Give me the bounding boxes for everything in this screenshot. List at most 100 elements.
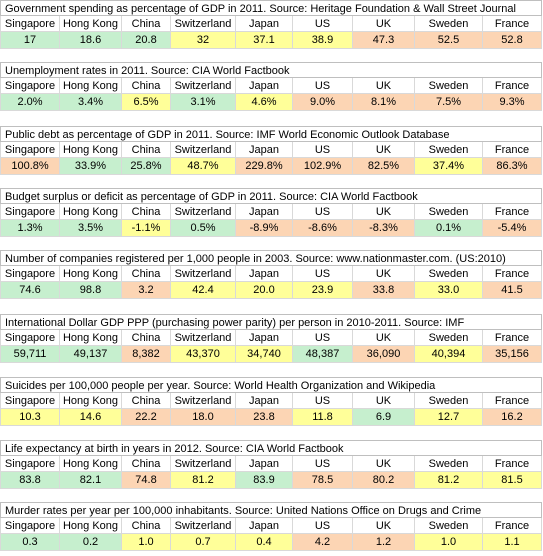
column-header: France <box>483 518 542 534</box>
column-header: Hong Kong <box>60 330 122 346</box>
table-title: Budget surplus or deficit as percentage … <box>0 188 542 204</box>
value-cell: 0.1% <box>415 220 483 237</box>
value-cell: 1.1 <box>483 534 542 551</box>
value-row: 0.3 0.2 1.0 0.7 0.4 4.2 1.2 1.0 1.1 <box>0 534 542 551</box>
header-row: Singapore Hong Kong China Switzerland Japan U… <box>0 142 542 158</box>
metric-table: Life expectancy at birth in years in 201… <box>0 440 542 489</box>
column-header: Sweden <box>415 456 483 472</box>
value-cell: 1.0 <box>122 534 171 551</box>
value-cell: 82.1 <box>60 472 122 489</box>
value-cell: 4.2 <box>293 534 353 551</box>
value-cell: 0.4 <box>236 534 293 551</box>
column-header: Singapore <box>0 142 60 158</box>
value-cell: 8,382 <box>122 346 171 363</box>
column-header: Singapore <box>0 16 60 32</box>
value-cell: 52.8 <box>483 32 542 49</box>
column-header: US <box>293 330 353 346</box>
value-cell: 25.8% <box>122 158 171 175</box>
column-header: Japan <box>236 330 293 346</box>
value-row: 83.8 82.1 74.8 81.2 83.9 78.5 80.2 81.2 81.5 <box>0 472 542 489</box>
column-header: Singapore <box>0 78 60 94</box>
value-cell: -8.3% <box>353 220 415 237</box>
value-cell: 20.8 <box>122 32 171 49</box>
value-cell: 7.5% <box>415 94 483 111</box>
value-cell: 81.5 <box>483 472 542 489</box>
value-row: 10.3 14.6 22.2 18.0 23.8 11.8 6.9 12.7 16.2 <box>0 409 542 426</box>
value-cell: 40,394 <box>415 346 483 363</box>
column-header: France <box>483 456 542 472</box>
column-header: UK <box>353 456 415 472</box>
column-header: China <box>122 204 171 220</box>
value-cell: 38.9 <box>293 32 353 49</box>
metric-table: Suicides per 100,000 people per year. So… <box>0 377 542 426</box>
value-cell: 3.4% <box>60 94 122 111</box>
column-header: France <box>483 393 542 409</box>
value-cell: 37.4% <box>415 158 483 175</box>
value-cell: 49,137 <box>60 346 122 363</box>
header-row: Singapore Hong Kong China Switzerland Japan U… <box>0 266 542 282</box>
column-header: France <box>483 204 542 220</box>
column-header: Singapore <box>0 393 60 409</box>
metric-table: Unemployment rates in 2011. Source: CIA … <box>0 62 542 111</box>
column-header: Switzerland <box>171 266 236 282</box>
value-cell: 83.9 <box>236 472 293 489</box>
value-cell: 12.7 <box>415 409 483 426</box>
column-header: Hong Kong <box>60 456 122 472</box>
column-header: China <box>122 266 171 282</box>
column-header: Japan <box>236 518 293 534</box>
column-header: US <box>293 266 353 282</box>
value-cell: 0.3 <box>0 534 60 551</box>
value-cell: 33.9% <box>60 158 122 175</box>
column-header: US <box>293 518 353 534</box>
value-cell: 43,370 <box>171 346 236 363</box>
column-header: Switzerland <box>171 16 236 32</box>
value-cell: 32 <box>171 32 236 49</box>
value-cell: 80.2 <box>353 472 415 489</box>
value-cell: 100.8% <box>0 158 60 175</box>
value-cell: 33.8 <box>353 282 415 299</box>
column-header: UK <box>353 142 415 158</box>
column-header: Switzerland <box>171 204 236 220</box>
column-header: Japan <box>236 393 293 409</box>
value-cell: 14.6 <box>60 409 122 426</box>
column-header: Switzerland <box>171 456 236 472</box>
column-header: US <box>293 142 353 158</box>
column-header: Switzerland <box>171 142 236 158</box>
value-cell: 83.8 <box>0 472 60 489</box>
value-cell: 10.3 <box>0 409 60 426</box>
column-header: UK <box>353 16 415 32</box>
header-row: Singapore Hong Kong China Switzerland Japan U… <box>0 16 542 32</box>
value-cell: 74.8 <box>122 472 171 489</box>
column-header: France <box>483 266 542 282</box>
value-cell: 6.9 <box>353 409 415 426</box>
column-header: UK <box>353 78 415 94</box>
table-title: Number of companies registered per 1,000… <box>0 250 542 266</box>
column-header: Sweden <box>415 204 483 220</box>
value-cell: 34,740 <box>236 346 293 363</box>
header-row: Singapore Hong Kong China Switzerland Japan U… <box>0 330 542 346</box>
value-cell: 59,711 <box>0 346 60 363</box>
header-row: Singapore Hong Kong China Switzerland Japan U… <box>0 204 542 220</box>
value-row: 74.6 98.8 3.2 42.4 20.0 23.9 33.8 33.0 41.5 <box>0 282 542 299</box>
column-header: China <box>122 393 171 409</box>
value-cell: 86.3% <box>483 158 542 175</box>
value-cell: 1.2 <box>353 534 415 551</box>
value-cell: 23.9 <box>293 282 353 299</box>
value-row: 1.3% 3.5% -1.1% 0.5% -8.9% -8.6% -8.3% 0.1% -5.4… <box>0 220 542 237</box>
value-row: 100.8% 33.9% 25.8% 48.7% 229.8% 102.9% 82.5% 37… <box>0 158 542 175</box>
value-cell: 6.5% <box>122 94 171 111</box>
value-cell: 3.2 <box>122 282 171 299</box>
header-row: Singapore Hong Kong China Switzerland Japan U… <box>0 518 542 534</box>
column-header: Singapore <box>0 266 60 282</box>
metric-table: Budget surplus or deficit as percentage … <box>0 188 542 237</box>
column-header: US <box>293 78 353 94</box>
value-cell: 2.0% <box>0 94 60 111</box>
value-cell: 18.6 <box>60 32 122 49</box>
column-header: US <box>293 204 353 220</box>
value-cell: 1.0 <box>415 534 483 551</box>
value-cell: 1.3% <box>0 220 60 237</box>
column-header: China <box>122 456 171 472</box>
value-cell: -1.1% <box>122 220 171 237</box>
column-header: China <box>122 78 171 94</box>
column-header: Switzerland <box>171 393 236 409</box>
